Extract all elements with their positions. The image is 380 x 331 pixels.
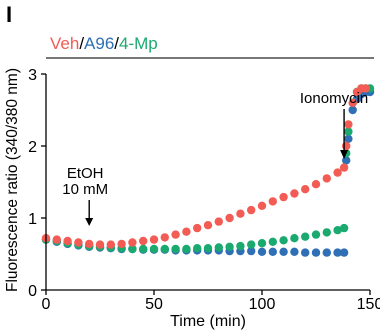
- data-point: [339, 248, 349, 257]
- data-point: [311, 248, 321, 257]
- data-point: [290, 247, 299, 256]
- data-point: [203, 244, 213, 253]
- data-point: [117, 239, 126, 249]
- y-tick-label: 2: [28, 139, 37, 156]
- data-point: [322, 228, 331, 237]
- data-point: [236, 209, 245, 218]
- data-point: [311, 230, 321, 239]
- data-point: [149, 235, 159, 244]
- data-point: [333, 168, 342, 177]
- data-point: [333, 248, 342, 257]
- x-tick-label: 0: [42, 296, 51, 313]
- data-point: [290, 234, 299, 243]
- data-point: [171, 244, 180, 254]
- data-point: [322, 248, 331, 257]
- legend-separator: /: [79, 34, 85, 53]
- data-point: [342, 156, 351, 165]
- data-point: [182, 244, 191, 254]
- data-point: [301, 185, 310, 194]
- series-veh: [41, 84, 370, 249]
- legend-4mp: 4-Mp: [119, 34, 158, 53]
- data-point: [257, 201, 267, 210]
- data-point: [279, 236, 288, 245]
- data-point: [257, 247, 267, 256]
- data-point: [106, 240, 116, 249]
- data-point: [247, 240, 256, 249]
- data-point: [339, 163, 349, 172]
- x-tick-label: 50: [145, 296, 163, 313]
- data-point: [214, 243, 223, 252]
- data-point: [301, 232, 310, 241]
- panel-label: I: [6, 2, 13, 27]
- data-point: [268, 197, 277, 206]
- data-point: [342, 141, 351, 151]
- data-point: [339, 223, 349, 233]
- x-tick-label: 150: [357, 296, 380, 313]
- data-point: [268, 237, 277, 246]
- data-point: [247, 246, 256, 256]
- legend-separator: /: [114, 34, 120, 53]
- x-tick-label: 100: [249, 296, 276, 313]
- data-point: [193, 223, 202, 233]
- data-point: [160, 244, 169, 254]
- data-point: [128, 238, 137, 247]
- data-point: [322, 174, 331, 183]
- data-point: [344, 134, 353, 143]
- ionomycin-arrow-head: [340, 150, 349, 159]
- axes-layer: 0 50 100 150 0 1 2 3 Time (min) Fluorescence rati…: [4, 67, 380, 330]
- data-point: [139, 236, 148, 246]
- data-point: [236, 241, 245, 251]
- data-point: [344, 127, 353, 136]
- y-axis-label: Fluorescence ratio (340/380 nm): [4, 68, 21, 292]
- data-point: [344, 120, 353, 129]
- plot-layer: [41, 84, 375, 257]
- annotation-etoh: EtOH: [67, 165, 104, 182]
- data-point: [333, 226, 342, 235]
- x-axis-label: Time (min): [170, 313, 246, 330]
- data-point: [348, 105, 357, 115]
- etoh-arrow-head: [85, 218, 94, 226]
- data-point: [149, 244, 159, 254]
- data-point: [279, 247, 288, 256]
- data-point: [182, 227, 191, 236]
- legend: Veh/A96/4-Mp: [50, 34, 158, 54]
- data-point: [301, 248, 310, 257]
- data-point: [95, 240, 105, 249]
- legend-veh: Veh: [50, 34, 80, 53]
- data-point: [160, 233, 169, 242]
- data-point: [63, 236, 72, 246]
- data-point: [193, 244, 202, 253]
- annotation-ionomycin: Ionomycin: [300, 90, 368, 107]
- data-point: [139, 244, 148, 254]
- data-point: [171, 230, 180, 239]
- data-point: [268, 247, 277, 256]
- data-point: [348, 98, 357, 108]
- data-point: [225, 213, 234, 223]
- data-point: [225, 242, 234, 251]
- data-point: [203, 221, 213, 230]
- data-point: [74, 238, 83, 247]
- data-point: [85, 239, 94, 249]
- y-tick-label: 3: [28, 67, 37, 84]
- y-tick-label: 1: [28, 211, 37, 228]
- annotation-concentration: 10 mM: [62, 181, 108, 198]
- legend-a96: A96: [84, 34, 115, 53]
- data-point: [361, 84, 370, 93]
- data-point: [214, 217, 223, 226]
- data-point: [290, 189, 299, 198]
- y-tick-label: 0: [28, 283, 37, 300]
- data-point: [247, 205, 256, 215]
- data-point: [311, 180, 321, 189]
- data-point: [52, 235, 61, 244]
- condition-bar: [46, 57, 374, 59]
- data-point: [128, 244, 137, 254]
- data-point: [257, 239, 267, 248]
- data-point: [279, 192, 288, 202]
